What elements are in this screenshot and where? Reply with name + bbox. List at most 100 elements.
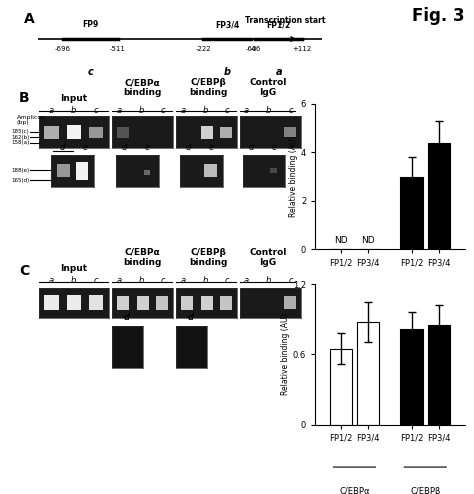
Text: c: c: [288, 276, 293, 285]
Text: ND: ND: [361, 236, 375, 245]
Text: 185(c): 185(c): [12, 129, 29, 134]
Text: A: A: [24, 12, 35, 26]
Bar: [45, 295, 58, 311]
Text: a: a: [49, 276, 54, 285]
Bar: [401, 177, 423, 249]
Bar: [428, 143, 450, 249]
Bar: [181, 296, 193, 310]
Text: e: e: [145, 143, 149, 152]
Bar: [75, 162, 88, 179]
Text: C/EBPβ
binding: C/EBPβ binding: [410, 487, 441, 494]
Bar: [67, 295, 81, 311]
Text: -511: -511: [109, 45, 126, 51]
Text: c: c: [93, 106, 98, 115]
Text: 165(d): 165(d): [11, 178, 29, 183]
Bar: [90, 295, 103, 311]
Text: a: a: [181, 106, 186, 115]
Text: b: b: [224, 67, 231, 77]
Text: b: b: [202, 276, 208, 285]
Bar: [137, 296, 149, 310]
Text: C/EBPβ
binding: C/EBPβ binding: [190, 247, 228, 267]
Text: a: a: [244, 106, 249, 115]
Y-axis label: Relative binding (AU): Relative binding (AU): [281, 314, 290, 395]
Text: Amplicon
(bp): Amplicon (bp): [17, 115, 46, 125]
Text: C/EBPα
binding: C/EBPα binding: [338, 314, 370, 332]
Text: d: d: [188, 313, 194, 322]
Text: 158(a): 158(a): [11, 140, 29, 145]
Bar: [401, 329, 423, 425]
Text: c: c: [225, 276, 229, 285]
Text: c: c: [161, 276, 165, 285]
Text: e: e: [209, 143, 213, 152]
Bar: [284, 296, 296, 309]
Text: FP3/4: FP3/4: [215, 20, 239, 29]
Y-axis label: Relative binding (AU): Relative binding (AU): [289, 136, 298, 217]
Text: C/EBPβ
binding: C/EBPβ binding: [410, 314, 441, 332]
Text: b: b: [138, 106, 144, 115]
Text: C: C: [19, 264, 29, 278]
Text: C/EBPα
binding: C/EBPα binding: [123, 78, 161, 97]
Text: ND: ND: [334, 236, 347, 245]
Text: C/EBPβ
binding: C/EBPβ binding: [190, 78, 228, 97]
Text: B: B: [19, 91, 29, 105]
Text: -60: -60: [246, 45, 257, 51]
Text: d: d: [248, 143, 254, 152]
Bar: [156, 296, 168, 310]
Text: Transcription start: Transcription start: [245, 16, 326, 26]
Text: Control
IgG: Control IgG: [249, 78, 286, 97]
Text: c: c: [87, 67, 93, 77]
Bar: [270, 168, 277, 173]
Bar: [428, 325, 450, 425]
Text: a: a: [275, 67, 282, 77]
Text: c: c: [225, 106, 229, 115]
Bar: [201, 126, 213, 139]
Text: 162(b): 162(b): [11, 135, 29, 140]
Bar: [45, 126, 58, 139]
Text: -222: -222: [195, 45, 211, 51]
Text: Input: Input: [60, 94, 87, 103]
Text: a: a: [49, 106, 54, 115]
Text: c: c: [161, 106, 165, 115]
Bar: [117, 296, 129, 310]
Text: d: d: [185, 143, 191, 152]
Text: b: b: [71, 106, 76, 115]
Text: Fig. 3: Fig. 3: [412, 7, 465, 25]
Text: d: d: [59, 143, 65, 152]
Text: b: b: [266, 106, 272, 115]
Bar: [57, 165, 70, 177]
Text: b: b: [266, 276, 272, 285]
Bar: [284, 127, 296, 137]
Text: FP9: FP9: [82, 20, 98, 29]
Text: d: d: [124, 313, 130, 322]
Text: Input: Input: [60, 264, 87, 273]
Bar: [220, 126, 232, 138]
Text: a: a: [117, 276, 122, 285]
Bar: [204, 165, 217, 177]
Bar: [357, 322, 379, 425]
Bar: [144, 170, 150, 175]
Text: +112: +112: [292, 45, 312, 51]
Text: -46: -46: [250, 45, 261, 51]
Text: Control
IgG: Control IgG: [249, 247, 286, 267]
Bar: [117, 126, 129, 138]
Text: c: c: [93, 276, 98, 285]
Text: c: c: [288, 106, 293, 115]
Text: C/EBPα
binding: C/EBPα binding: [338, 487, 370, 494]
Text: e: e: [272, 143, 276, 152]
Bar: [90, 126, 103, 138]
Text: -696: -696: [55, 45, 71, 51]
Text: FP1/2: FP1/2: [267, 20, 291, 29]
Text: a: a: [244, 276, 249, 285]
Text: d: d: [121, 143, 127, 152]
Bar: [201, 296, 213, 310]
Text: b: b: [202, 106, 208, 115]
Text: a: a: [181, 276, 186, 285]
Bar: [329, 349, 352, 425]
Bar: [220, 296, 232, 310]
Text: e: e: [82, 143, 87, 152]
Text: C/EBPα
binding: C/EBPα binding: [123, 247, 161, 267]
Text: b: b: [71, 276, 76, 285]
Text: b: b: [138, 276, 144, 285]
Text: a: a: [117, 106, 122, 115]
Text: 188(e): 188(e): [11, 168, 29, 173]
